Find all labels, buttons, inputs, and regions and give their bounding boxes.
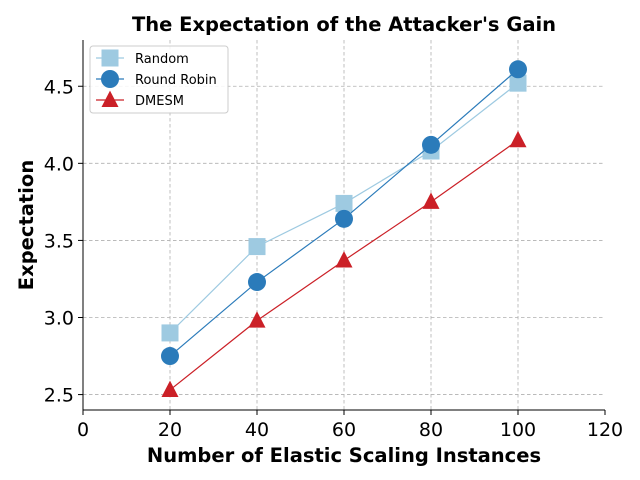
grid bbox=[83, 40, 605, 410]
data-point bbox=[161, 380, 179, 397]
data-point bbox=[422, 192, 440, 209]
data-point bbox=[509, 60, 527, 79]
y-tick-label: 4.5 bbox=[44, 76, 74, 98]
data-point bbox=[161, 324, 179, 342]
x-tick-label: 100 bbox=[500, 419, 536, 441]
legend-box bbox=[89, 45, 229, 114]
series-layer bbox=[161, 60, 527, 397]
x-tick-label: 20 bbox=[158, 419, 182, 441]
y-tick-label: 3.5 bbox=[44, 230, 74, 252]
legend-entry: DMESM bbox=[96, 90, 184, 109]
data-point bbox=[335, 209, 353, 228]
legend-label: DMESM bbox=[135, 94, 184, 109]
data-point bbox=[422, 135, 440, 154]
legend-label: Round Robin bbox=[135, 73, 217, 88]
data-point bbox=[335, 251, 353, 268]
data-point bbox=[248, 311, 266, 328]
legend-marker bbox=[101, 70, 119, 88]
y-tick-label: 2.5 bbox=[44, 385, 74, 407]
data-point bbox=[335, 194, 353, 212]
series-dmesm bbox=[161, 130, 527, 397]
chart-title: The Expectation of the Attacker's Gain bbox=[132, 13, 556, 36]
x-tick-label: 40 bbox=[245, 419, 269, 441]
x-tick-label: 0 bbox=[77, 419, 89, 441]
x-tick-label: 60 bbox=[332, 419, 356, 441]
data-point bbox=[509, 130, 527, 148]
y-tick-label: 4.0 bbox=[44, 153, 74, 175]
data-point bbox=[509, 74, 527, 92]
series-random bbox=[161, 74, 527, 342]
x-axis-title: Number of Elastic Scaling Instances bbox=[147, 444, 541, 467]
data-point bbox=[248, 273, 266, 292]
axes: 0 20 40 60 80 100 120 2.5 3.0 3.5 4.0 4.5 bbox=[44, 40, 623, 441]
series-round-robin bbox=[161, 60, 527, 366]
x-tick-label: 120 bbox=[587, 419, 623, 441]
data-point bbox=[248, 238, 266, 256]
legend: Random Round Robin DMESM bbox=[89, 45, 229, 114]
legend-entry: Round Robin bbox=[96, 70, 217, 88]
legend-marker bbox=[101, 49, 119, 67]
data-point bbox=[161, 347, 179, 366]
x-tick-label: 80 bbox=[419, 419, 443, 441]
legend-marker bbox=[101, 90, 119, 108]
legend-entry: Random bbox=[96, 49, 189, 67]
y-axis-title: Expectation bbox=[15, 160, 38, 290]
legend-label: Random bbox=[135, 52, 189, 67]
y-tick-label: 3.0 bbox=[44, 308, 74, 330]
